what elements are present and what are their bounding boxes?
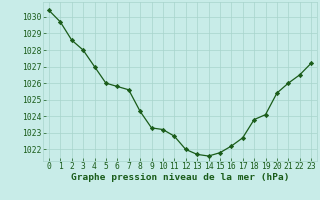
X-axis label: Graphe pression niveau de la mer (hPa): Graphe pression niveau de la mer (hPa) [71, 173, 289, 182]
